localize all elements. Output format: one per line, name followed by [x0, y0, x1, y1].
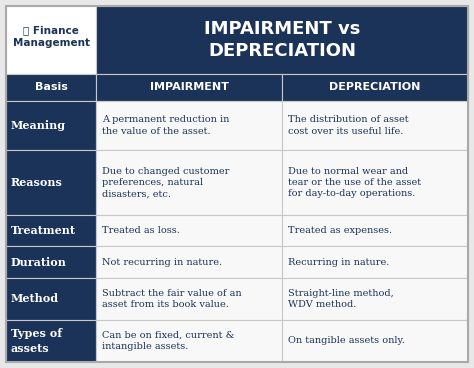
Text: Treated as expenses.: Treated as expenses.: [288, 226, 392, 235]
Bar: [96, 320, 282, 362]
Text: On tangible assets only.: On tangible assets only.: [288, 336, 405, 346]
Text: Method: Method: [11, 293, 59, 304]
Text: Ⓔ Finance
Management: Ⓔ Finance Management: [12, 25, 90, 48]
Text: Due to changed customer
preferences, natural
disasters, etc.: Due to changed customer preferences, nat…: [102, 166, 229, 198]
Text: DEPRECIATION: DEPRECIATION: [329, 82, 420, 92]
Bar: [282, 74, 468, 101]
Bar: [96, 101, 282, 150]
Bar: [282, 247, 468, 278]
Bar: [6, 150, 96, 215]
Text: Recurring in nature.: Recurring in nature.: [288, 258, 389, 267]
Bar: [96, 247, 282, 278]
Bar: [6, 101, 96, 150]
Text: Duration: Duration: [11, 256, 67, 268]
Bar: [96, 150, 282, 215]
Text: Treated as loss.: Treated as loss.: [102, 226, 180, 235]
Text: Not recurring in nature.: Not recurring in nature.: [102, 258, 222, 267]
Text: The distribution of asset
cost over its useful life.: The distribution of asset cost over its …: [288, 115, 409, 136]
Text: Treatment: Treatment: [11, 225, 76, 236]
Text: Straight-line method,
WDV method.: Straight-line method, WDV method.: [288, 289, 393, 309]
Bar: [6, 320, 96, 362]
Text: Reasons: Reasons: [11, 177, 63, 188]
Text: IMPAIRMENT: IMPAIRMENT: [149, 82, 228, 92]
Bar: [96, 74, 282, 101]
Bar: [282, 215, 468, 247]
Text: IMPAIRMENT vs
DEPRECIATION: IMPAIRMENT vs DEPRECIATION: [204, 20, 360, 60]
Bar: [282, 278, 468, 320]
Text: Meaning: Meaning: [11, 120, 66, 131]
Bar: [6, 6, 96, 74]
Text: Subtract the fair value of an
asset from its book value.: Subtract the fair value of an asset from…: [102, 289, 242, 309]
Bar: [282, 320, 468, 362]
Bar: [96, 278, 282, 320]
Bar: [282, 101, 468, 150]
Text: Can be on fixed, current &
intangible assets.: Can be on fixed, current & intangible as…: [102, 331, 235, 351]
Bar: [6, 278, 96, 320]
Bar: [96, 215, 282, 247]
Text: Types of
assets: Types of assets: [11, 328, 62, 354]
Text: Basis: Basis: [35, 82, 67, 92]
Bar: [96, 6, 468, 74]
Text: Due to normal wear and
tear or the use of the asset
for day-to-day operations.: Due to normal wear and tear or the use o…: [288, 166, 421, 198]
Bar: [6, 247, 96, 278]
Text: A permanent reduction in
the value of the asset.: A permanent reduction in the value of th…: [102, 115, 229, 136]
Bar: [6, 74, 96, 101]
Bar: [6, 215, 96, 247]
Bar: [282, 150, 468, 215]
